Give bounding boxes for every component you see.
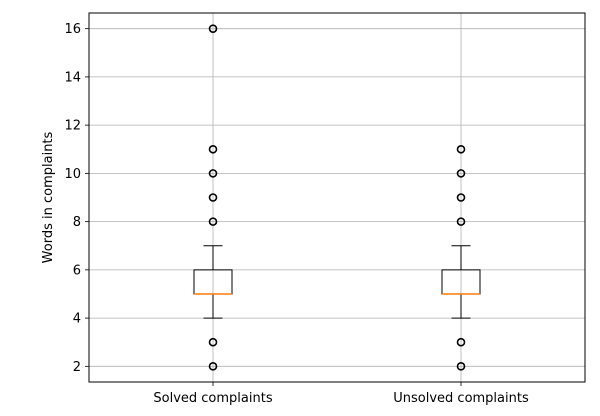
outlier-point bbox=[208, 362, 218, 371]
y-tick-label: 12 bbox=[64, 119, 81, 134]
outlier-point bbox=[208, 337, 218, 347]
outlier-point bbox=[208, 169, 218, 178]
plot-frame bbox=[88, 12, 586, 383]
y-tick-label: 4 bbox=[73, 312, 81, 327]
y-tick-label: 16 bbox=[64, 22, 81, 37]
outlier-point bbox=[208, 217, 218, 226]
outlier-point bbox=[456, 362, 466, 371]
grid-layer bbox=[89, 13, 585, 382]
box-group bbox=[193, 24, 233, 371]
tick-layer: 2 4 6 8 10 12 14 16 Solved complaints Unsolved co… bbox=[64, 22, 529, 406]
outlier-point bbox=[456, 217, 466, 226]
y-tick-label: 6 bbox=[73, 263, 81, 278]
outlier-point bbox=[456, 337, 466, 347]
outlier-point bbox=[208, 193, 218, 202]
y-axis-label: Words in complaints bbox=[41, 131, 56, 263]
y-tick-label: 10 bbox=[64, 167, 81, 182]
outlier-point bbox=[456, 169, 466, 178]
outlier-point bbox=[208, 144, 218, 154]
y-tick-label: 14 bbox=[64, 70, 81, 85]
outlier-point bbox=[456, 193, 466, 202]
y-tick-label: 2 bbox=[73, 360, 81, 375]
outlier-point bbox=[456, 144, 466, 154]
y-tick-label: 8 bbox=[73, 215, 81, 230]
box-group bbox=[441, 144, 481, 371]
box-layer bbox=[193, 24, 481, 371]
x-tick-label: Unsolved complaints bbox=[393, 391, 529, 406]
outlier-point bbox=[208, 24, 218, 33]
x-tick-label: Solved complaints bbox=[153, 391, 272, 406]
